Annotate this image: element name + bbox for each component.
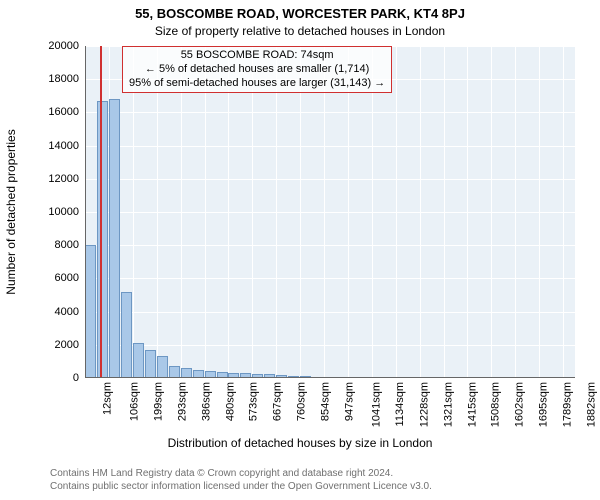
bar <box>109 99 120 378</box>
bar <box>157 356 168 378</box>
x-tick-label: 1695sqm <box>538 382 550 427</box>
x-tick-label: 854sqm <box>320 382 332 421</box>
x-tick-label: 12sqm <box>102 382 114 415</box>
bar <box>85 245 96 378</box>
x-tick-label: 386sqm <box>200 382 212 421</box>
x-tick-label: 1041sqm <box>371 382 383 427</box>
y-axis-title: Number of detached properties <box>4 129 18 294</box>
annotation-line-1: 55 BOSCOMBE ROAD: 74sqm <box>129 49 385 63</box>
y-axis-line <box>85 46 86 378</box>
chart-container: 55, BOSCOMBE ROAD, WORCESTER PARK, KT4 8… <box>0 0 600 500</box>
x-tick-label: 1602sqm <box>514 382 526 427</box>
y-tick-label: 10000 <box>48 206 79 218</box>
chart-subtitle: Size of property relative to detached ho… <box>0 24 600 38</box>
footer-line-1: Contains HM Land Registry data © Crown c… <box>50 468 432 481</box>
x-tick-label: 1321sqm <box>442 382 454 427</box>
plot-area: 0200040006000800010000120001400016000180… <box>85 46 575 378</box>
y-tick-label: 0 <box>73 372 79 384</box>
bar <box>97 101 108 378</box>
footer-line-2: Contains public sector information licen… <box>50 481 432 494</box>
footer: Contains HM Land Registry data © Crown c… <box>50 468 432 493</box>
x-tick-label: 573sqm <box>248 382 260 421</box>
x-tick-label: 293sqm <box>176 382 188 421</box>
bar <box>145 350 156 378</box>
x-tick-label: 1228sqm <box>418 382 430 427</box>
y-tick-label: 6000 <box>55 272 79 284</box>
annotation-line-2: ← 5% of detached houses are smaller (1,7… <box>129 63 385 77</box>
x-tick-label: 1508sqm <box>490 382 502 427</box>
x-tick-label: 1882sqm <box>586 382 598 427</box>
x-tick-label: 760sqm <box>296 382 308 421</box>
chart-title: 55, BOSCOMBE ROAD, WORCESTER PARK, KT4 8… <box>0 6 600 21</box>
y-tick-label: 12000 <box>48 173 79 185</box>
annotation-line-3: 95% of semi-detached houses are larger (… <box>129 77 385 91</box>
x-tick-label: 1789sqm <box>562 382 574 427</box>
y-tick-label: 16000 <box>48 106 79 118</box>
y-tick-label: 20000 <box>48 40 79 52</box>
y-tick-label: 18000 <box>48 73 79 85</box>
y-tick-label: 14000 <box>48 140 79 152</box>
x-tick-label: 1134sqm <box>394 382 406 426</box>
x-axis-line <box>85 377 575 378</box>
x-tick-label: 106sqm <box>129 382 141 421</box>
y-tick-label: 2000 <box>55 339 79 351</box>
x-tick-label: 199sqm <box>152 382 164 421</box>
x-tick-label: 480sqm <box>224 382 236 421</box>
x-tick-label: 1415sqm <box>466 382 478 427</box>
bar <box>133 343 144 378</box>
x-tick-label: 667sqm <box>272 382 284 421</box>
y-tick-label: 4000 <box>55 306 79 318</box>
y-tick-label: 8000 <box>55 239 79 251</box>
annotation-box: 55 BOSCOMBE ROAD: 74sqm ← 5% of detached… <box>122 46 392 93</box>
bar <box>121 292 132 378</box>
x-tick-label: 947sqm <box>344 382 356 421</box>
x-axis-title: Distribution of detached houses by size … <box>0 436 600 450</box>
